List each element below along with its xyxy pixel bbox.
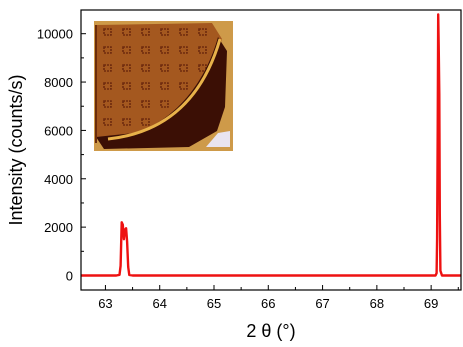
y-tick-label: 2000 (44, 220, 73, 235)
wafer-die (103, 118, 112, 126)
wafer-die (141, 118, 150, 126)
wafer-die (122, 28, 131, 36)
wafer-die (198, 64, 207, 72)
x-tick-label: 68 (370, 296, 384, 311)
x-tick-label: 65 (207, 296, 221, 311)
wafer-die (160, 100, 169, 108)
wafer-die (179, 46, 188, 54)
wafer-die (103, 46, 112, 54)
wafer-photo-image (94, 21, 233, 151)
wafer-die (122, 64, 131, 72)
wafer-die (160, 82, 169, 90)
y-tick-label: 8000 (44, 75, 73, 90)
wafer-dark-region (96, 37, 227, 149)
x-tick-labels: 63 64 65 66 67 68 69 (98, 296, 438, 311)
wafer-die (122, 46, 131, 54)
wafer-die (198, 46, 207, 54)
y-tick-label: 10000 (37, 27, 73, 42)
wafer-die (103, 28, 112, 36)
wafer-die (122, 118, 131, 126)
wafer-die (122, 82, 131, 90)
inset-highlight (206, 131, 230, 147)
wafer-die (122, 100, 131, 108)
wafer-pattern (103, 28, 207, 126)
series-layer (81, 13, 461, 277)
y-tick-label: 6000 (44, 123, 73, 138)
wafer-die (141, 46, 150, 54)
y-tick-label: 0 (66, 268, 73, 283)
y-tick-labels: 0 2000 4000 6000 8000 10000 (37, 27, 73, 284)
plot-frame (80, 9, 462, 291)
wafer-die (179, 28, 188, 36)
wafer-die (141, 28, 150, 36)
y-tick-label: 4000 (44, 172, 73, 187)
wafer-die (103, 100, 112, 108)
wafer-die (160, 46, 169, 54)
wafer-die (103, 64, 112, 72)
x-tick-label: 67 (315, 296, 329, 311)
x-tick-label: 63 (98, 296, 112, 311)
wafer-edge-arc (107, 38, 222, 141)
x-tick-label: 66 (261, 296, 275, 311)
wafer-die (141, 100, 150, 108)
x-tick-label: 69 (424, 296, 438, 311)
wafer-die (160, 28, 169, 36)
wafer-die (141, 82, 150, 90)
wafer-die (160, 64, 169, 72)
wafer-die (179, 82, 188, 90)
x-axis-title: 2 θ (°) (246, 321, 295, 341)
wafer-die (103, 82, 112, 90)
wafer-die (198, 28, 207, 36)
wafer-die (179, 64, 188, 72)
x-tick-label: 64 (152, 296, 166, 311)
wafer-die (141, 64, 150, 72)
series-line (81, 13, 461, 277)
y-axis-title: Intensity (counts/s) (6, 74, 26, 225)
